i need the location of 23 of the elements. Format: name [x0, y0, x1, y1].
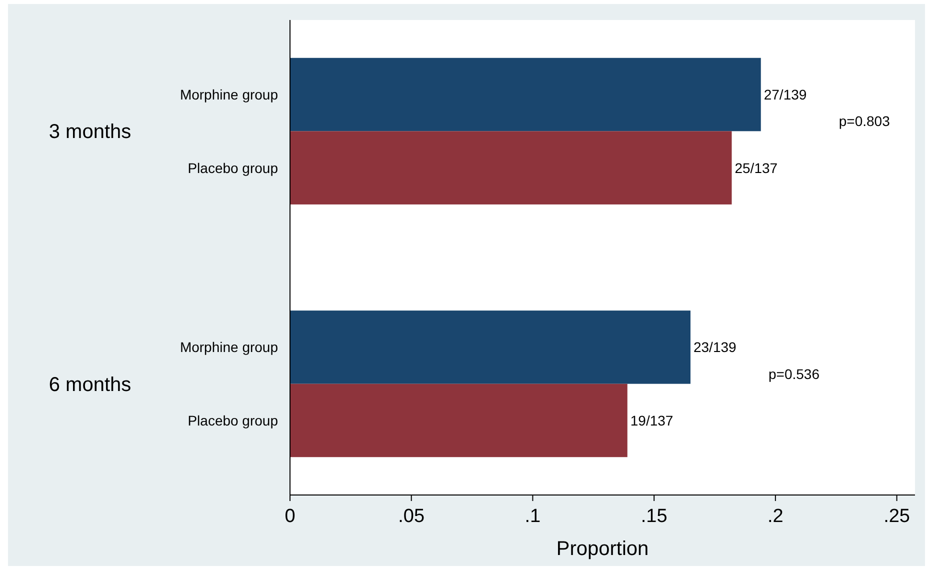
series-label: Morphine group	[180, 86, 278, 103]
y-tick-label: 3 months	[48, 121, 132, 144]
x-tick-label: .15	[640, 506, 668, 527]
x-axis-title: Proportion	[556, 538, 649, 560]
series-label: Placebo group	[188, 160, 278, 176]
annotation: p=0.536	[768, 366, 820, 382]
bar	[290, 310, 690, 384]
y-tick-label: 6 months	[48, 374, 132, 396]
annotation: p=0.803	[838, 113, 890, 130]
data-label: 19/137	[630, 412, 674, 428]
data-label: 23/139	[693, 339, 737, 356]
text: Placebo group	[188, 412, 278, 428]
bar	[290, 131, 732, 204]
bar	[290, 58, 761, 132]
x-tick-label: 0	[284, 506, 296, 527]
bar	[290, 384, 628, 458]
data-label: 25/137	[734, 160, 778, 176]
x-tick-label: .1	[524, 506, 541, 527]
x-tick-label: .2	[768, 506, 784, 527]
text: Morphine group	[180, 339, 278, 356]
data-label: 27/139	[764, 86, 807, 103]
x-tick-label: .25	[884, 506, 910, 527]
x-tick-label: .05	[398, 506, 425, 527]
